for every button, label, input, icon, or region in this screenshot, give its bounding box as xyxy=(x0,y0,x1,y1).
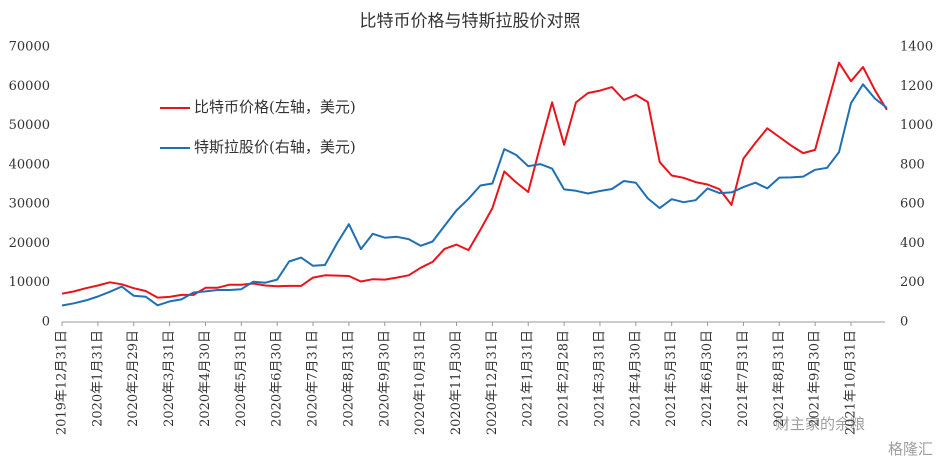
y2-tick-label: 1200 xyxy=(900,79,933,94)
y2-tick-label: 200 xyxy=(900,275,925,290)
x-tick-label: 2020年3月31日 xyxy=(162,330,177,427)
y2-tick-label: 1400 xyxy=(900,40,933,55)
y-tick-label: 0 xyxy=(42,315,50,330)
x-tick-label: 2020年4月30日 xyxy=(198,330,213,427)
x-tick-label: 2020年2月29日 xyxy=(126,330,141,427)
series-line xyxy=(61,83,888,307)
x-tick-label: 2020年9月30日 xyxy=(377,330,392,427)
x-tick-label: 2020年12月31日 xyxy=(485,330,500,435)
x-tick-label: 2021年4月30日 xyxy=(628,330,643,427)
x-tick-label: 2021年5月31日 xyxy=(664,330,679,427)
x-tick-label: 2021年1月31日 xyxy=(521,330,536,427)
y-tick-label: 40000 xyxy=(9,157,50,172)
x-tick-label: 2021年3月31日 xyxy=(592,330,607,427)
x-tick-label: 2020年5月31日 xyxy=(234,330,249,427)
watermark: 财主家的余粮 xyxy=(775,415,865,433)
y-tick-label: 60000 xyxy=(9,79,50,94)
x-tick-label: 2020年10月31日 xyxy=(413,330,428,435)
y2-tick-label: 1000 xyxy=(900,118,933,133)
watermark: 格隆汇 xyxy=(888,440,933,458)
series-line xyxy=(61,61,888,299)
x-tick-label: 2021年6月30日 xyxy=(700,330,715,427)
x-tick-label: 2021年7月31日 xyxy=(736,330,751,427)
y-tick-label: 20000 xyxy=(9,236,50,251)
y2-tick-label: 600 xyxy=(900,197,925,212)
y2-tick-label: 0 xyxy=(900,315,908,330)
x-tick-label: 2021年10月31日 xyxy=(844,330,859,435)
y-tick-label: 10000 xyxy=(9,275,50,290)
legend-label: 比特币价格(左轴，美元) xyxy=(194,98,356,116)
chart-title: 比特币价格与特斯拉股价对照 xyxy=(360,12,581,32)
legend-label: 特斯拉股价(右轴，美元) xyxy=(194,138,356,156)
y2-tick-label: 800 xyxy=(900,157,925,172)
x-tick-label: 2020年11月30日 xyxy=(449,330,464,435)
x-tick-label: 2021年2月28日 xyxy=(557,330,572,427)
x-tick-label: 2021年9月30日 xyxy=(808,330,823,427)
x-tick-label: 2020年6月30日 xyxy=(270,330,285,427)
y-tick-label: 30000 xyxy=(9,197,50,212)
y-tick-label: 50000 xyxy=(9,118,50,133)
x-tick-label: 2019年12月31日 xyxy=(55,330,70,435)
x-tick-label: 2021年8月31日 xyxy=(772,330,787,427)
y2-tick-label: 400 xyxy=(900,236,925,251)
y-tick-label: 70000 xyxy=(9,40,50,55)
x-tick-label: 2020年7月31日 xyxy=(306,330,321,427)
x-tick-label: 2020年1月31日 xyxy=(90,330,105,427)
x-tick-label: 2020年8月31日 xyxy=(341,330,356,427)
